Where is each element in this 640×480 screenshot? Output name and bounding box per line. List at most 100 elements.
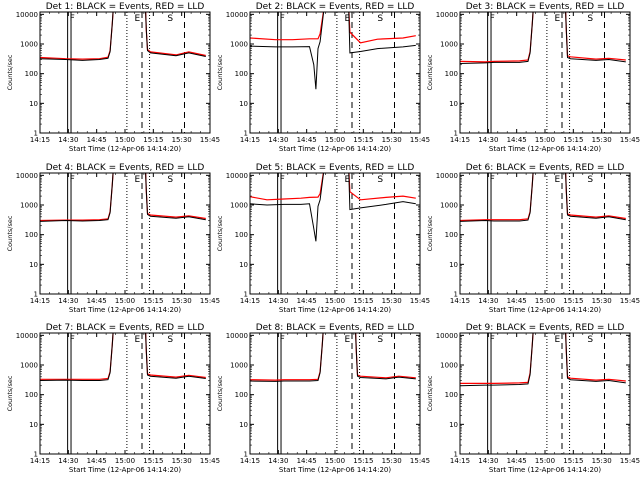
y-tick-label: 1 — [244, 291, 248, 299]
x-tick-label: 14:45 — [87, 297, 107, 305]
x-tick-label: 15:15 — [143, 457, 163, 465]
plot-area — [250, 173, 416, 294]
x-tick-label: 15:30 — [592, 457, 612, 465]
panel-det-3: Det 3: BLACK = Events, RED = LLD 1 10 100 10… — [426, 2, 640, 153]
x-tick-label: 15:45 — [410, 457, 430, 465]
marker-letter: S — [587, 14, 593, 24]
marker-letter: S — [167, 335, 173, 345]
marker-letter: E — [135, 14, 141, 24]
marker-letter: F — [490, 335, 495, 345]
lld-series-line — [460, 333, 626, 384]
y-tick-label: 1 — [34, 451, 38, 459]
marker-letter: E — [345, 175, 351, 185]
x-tick-label: 15:30 — [592, 136, 612, 144]
plot-area — [460, 333, 626, 454]
y-axis-label: Counts/sec — [216, 54, 224, 90]
y-tick-label: 100 — [25, 70, 38, 78]
events-series-line — [250, 12, 416, 90]
y-tick-label: 10 — [449, 261, 458, 269]
x-axis-label: Start Time (12-Apr-06 14:14:20) — [279, 145, 391, 153]
y-tick-label: 10000 — [16, 11, 38, 19]
x-tick-label: 15:00 — [325, 297, 345, 305]
y-axis-label: Counts/sec — [216, 375, 224, 411]
marker-letter: S — [167, 14, 173, 24]
lld-series-line — [460, 173, 626, 222]
x-tick-label: 15:30 — [172, 457, 192, 465]
marker-letter: S — [587, 175, 593, 185]
panel-det-6: Det 6: BLACK = Events, RED = LLD 1 10 100 10… — [426, 163, 640, 314]
x-tick-label: 15:00 — [115, 297, 135, 305]
x-tick-label: 15:30 — [172, 297, 192, 305]
y-tick-label: 1 — [454, 130, 458, 138]
panel-frame — [249, 332, 421, 455]
x-tick-label: 15:45 — [410, 297, 430, 305]
plot-area — [460, 173, 626, 294]
plot-area — [40, 333, 206, 454]
x-tick-label: 14:15 — [240, 457, 260, 465]
marker-letter: F — [70, 14, 75, 24]
lld-series-line — [460, 12, 626, 63]
x-tick-label: 15:00 — [115, 136, 135, 144]
panel-frame — [249, 172, 421, 295]
x-tick-label: 14:45 — [297, 136, 317, 144]
y-tick-label: 1000 — [230, 41, 248, 49]
y-tick-label: 10 — [29, 421, 38, 429]
y-axis-label: Counts/sec — [216, 215, 224, 251]
x-tick-label: 14:15 — [450, 297, 470, 305]
x-tick-label: 14:30 — [478, 457, 498, 465]
x-tick-label: 14:45 — [87, 136, 107, 144]
x-tick-label: 14:30 — [478, 297, 498, 305]
panel-title: Det 7: BLACK = Events, RED = LLD — [46, 323, 205, 333]
y-tick-label: 100 — [25, 231, 38, 239]
panel-det-1: Det 1: BLACK = Events, RED = LLD 1 10 100 10… — [6, 2, 220, 153]
lld-series-line — [40, 12, 206, 60]
y-tick-label: 100 — [235, 231, 248, 239]
y-tick-label: 10000 — [226, 11, 248, 19]
x-tick-label: 14:45 — [507, 136, 527, 144]
x-tick-label: 15:15 — [353, 136, 373, 144]
y-tick-label: 1000 — [20, 41, 38, 49]
plot-area — [250, 333, 416, 454]
plot-area — [40, 173, 206, 294]
lld-series-line — [40, 333, 206, 380]
panel-frame — [39, 172, 211, 295]
x-tick-label: 15:00 — [535, 297, 555, 305]
y-tick-label: 1000 — [20, 362, 38, 370]
y-tick-label: 1 — [454, 291, 458, 299]
y-tick-label: 10 — [239, 261, 248, 269]
x-axis-label: Start Time (12-Apr-06 14:14:20) — [69, 466, 181, 474]
panel-frame — [459, 332, 631, 455]
y-tick-label: 1000 — [440, 41, 458, 49]
y-tick-label: 100 — [445, 391, 458, 399]
x-tick-label: 14:30 — [268, 136, 288, 144]
y-tick-label: 1 — [244, 130, 248, 138]
y-tick-label: 100 — [445, 70, 458, 78]
x-tick-label: 15:15 — [143, 136, 163, 144]
panel-title: Det 5: BLACK = Events, RED = LLD — [256, 163, 415, 173]
x-axis-label: Start Time (12-Apr-06 14:14:20) — [69, 306, 181, 314]
x-tick-label: 14:15 — [30, 297, 50, 305]
y-tick-label: 10 — [29, 261, 38, 269]
x-tick-label: 15:00 — [325, 136, 345, 144]
y-tick-label: 10000 — [16, 172, 38, 180]
events-series-line — [460, 333, 626, 387]
x-tick-label: 14:15 — [450, 457, 470, 465]
y-tick-label: 10000 — [436, 172, 458, 180]
x-axis-label: Start Time (12-Apr-06 14:14:20) — [489, 145, 601, 153]
x-tick-label: 15:00 — [535, 136, 555, 144]
y-tick-label: 10000 — [226, 332, 248, 340]
y-axis-label: Counts/sec — [426, 215, 434, 251]
events-series-line — [40, 173, 206, 222]
events-series-line — [460, 173, 626, 222]
lld-series-line — [40, 173, 206, 222]
y-axis-label: Counts/sec — [6, 375, 14, 411]
marker-letter: E — [555, 335, 561, 345]
x-tick-label: 15:00 — [115, 457, 135, 465]
y-tick-label: 10 — [29, 100, 38, 108]
x-tick-label: 14:30 — [268, 457, 288, 465]
y-tick-label: 10000 — [436, 11, 458, 19]
x-tick-label: 15:30 — [172, 136, 192, 144]
lld-series-line — [250, 12, 416, 44]
x-tick-label: 14:30 — [58, 136, 78, 144]
x-tick-label: 15:45 — [200, 297, 220, 305]
